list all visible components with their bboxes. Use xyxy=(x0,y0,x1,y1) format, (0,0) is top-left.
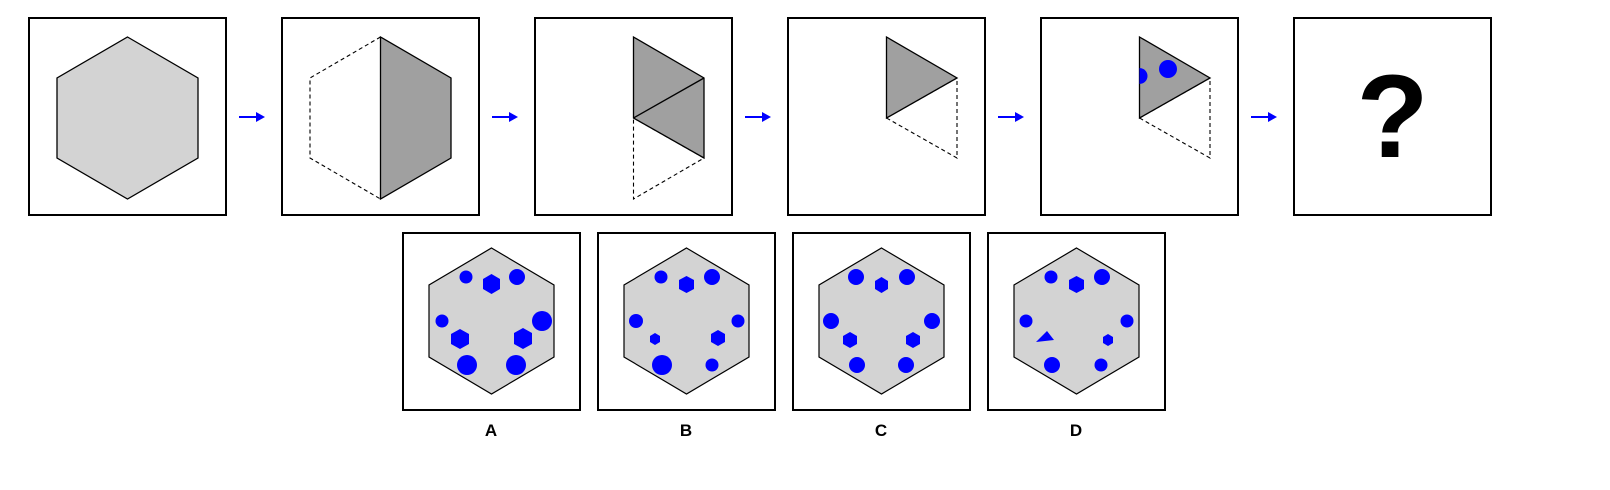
option-a-label[interactable]: A xyxy=(484,421,498,440)
sequence-panel-3 xyxy=(534,17,733,216)
option-d-panel[interactable] xyxy=(987,232,1166,411)
option-b-panel[interactable] xyxy=(597,232,776,411)
sequence-panel-5 xyxy=(1040,17,1239,216)
sequence-panel-2 xyxy=(281,17,480,216)
option-a-panel[interactable] xyxy=(402,232,581,411)
arrow-icon-4 xyxy=(997,110,1025,129)
option-a-figure xyxy=(428,247,555,395)
option-d-figure xyxy=(1013,247,1140,395)
question-mark: ? xyxy=(1356,50,1429,183)
triangle-with-holes-icon xyxy=(1138,35,1212,159)
hole-dot xyxy=(1139,68,1148,84)
arrow-icon-5 xyxy=(1250,110,1278,129)
hexagon-icon xyxy=(56,36,199,200)
option-d-label[interactable]: D xyxy=(1069,421,1083,440)
sequence-panel-1 xyxy=(28,17,227,216)
option-b-label[interactable]: B xyxy=(679,421,693,440)
half-hexagon-folded-icon xyxy=(309,35,452,201)
triangle-folded-icon xyxy=(885,35,959,159)
option-c-label[interactable]: C xyxy=(874,421,888,440)
sequence-panel-4 xyxy=(787,17,986,216)
option-b-figure xyxy=(623,247,750,395)
arrow-icon-2 xyxy=(491,110,519,129)
arrow-icon-1 xyxy=(238,110,266,129)
option-c-panel[interactable] xyxy=(792,232,971,411)
arrow-icon-3 xyxy=(744,110,772,129)
hole-dot xyxy=(1159,60,1177,78)
sequence-panel-unknown: ? xyxy=(1293,17,1492,216)
option-c-figure xyxy=(818,247,945,395)
triangles-folded-icon xyxy=(632,35,706,200)
